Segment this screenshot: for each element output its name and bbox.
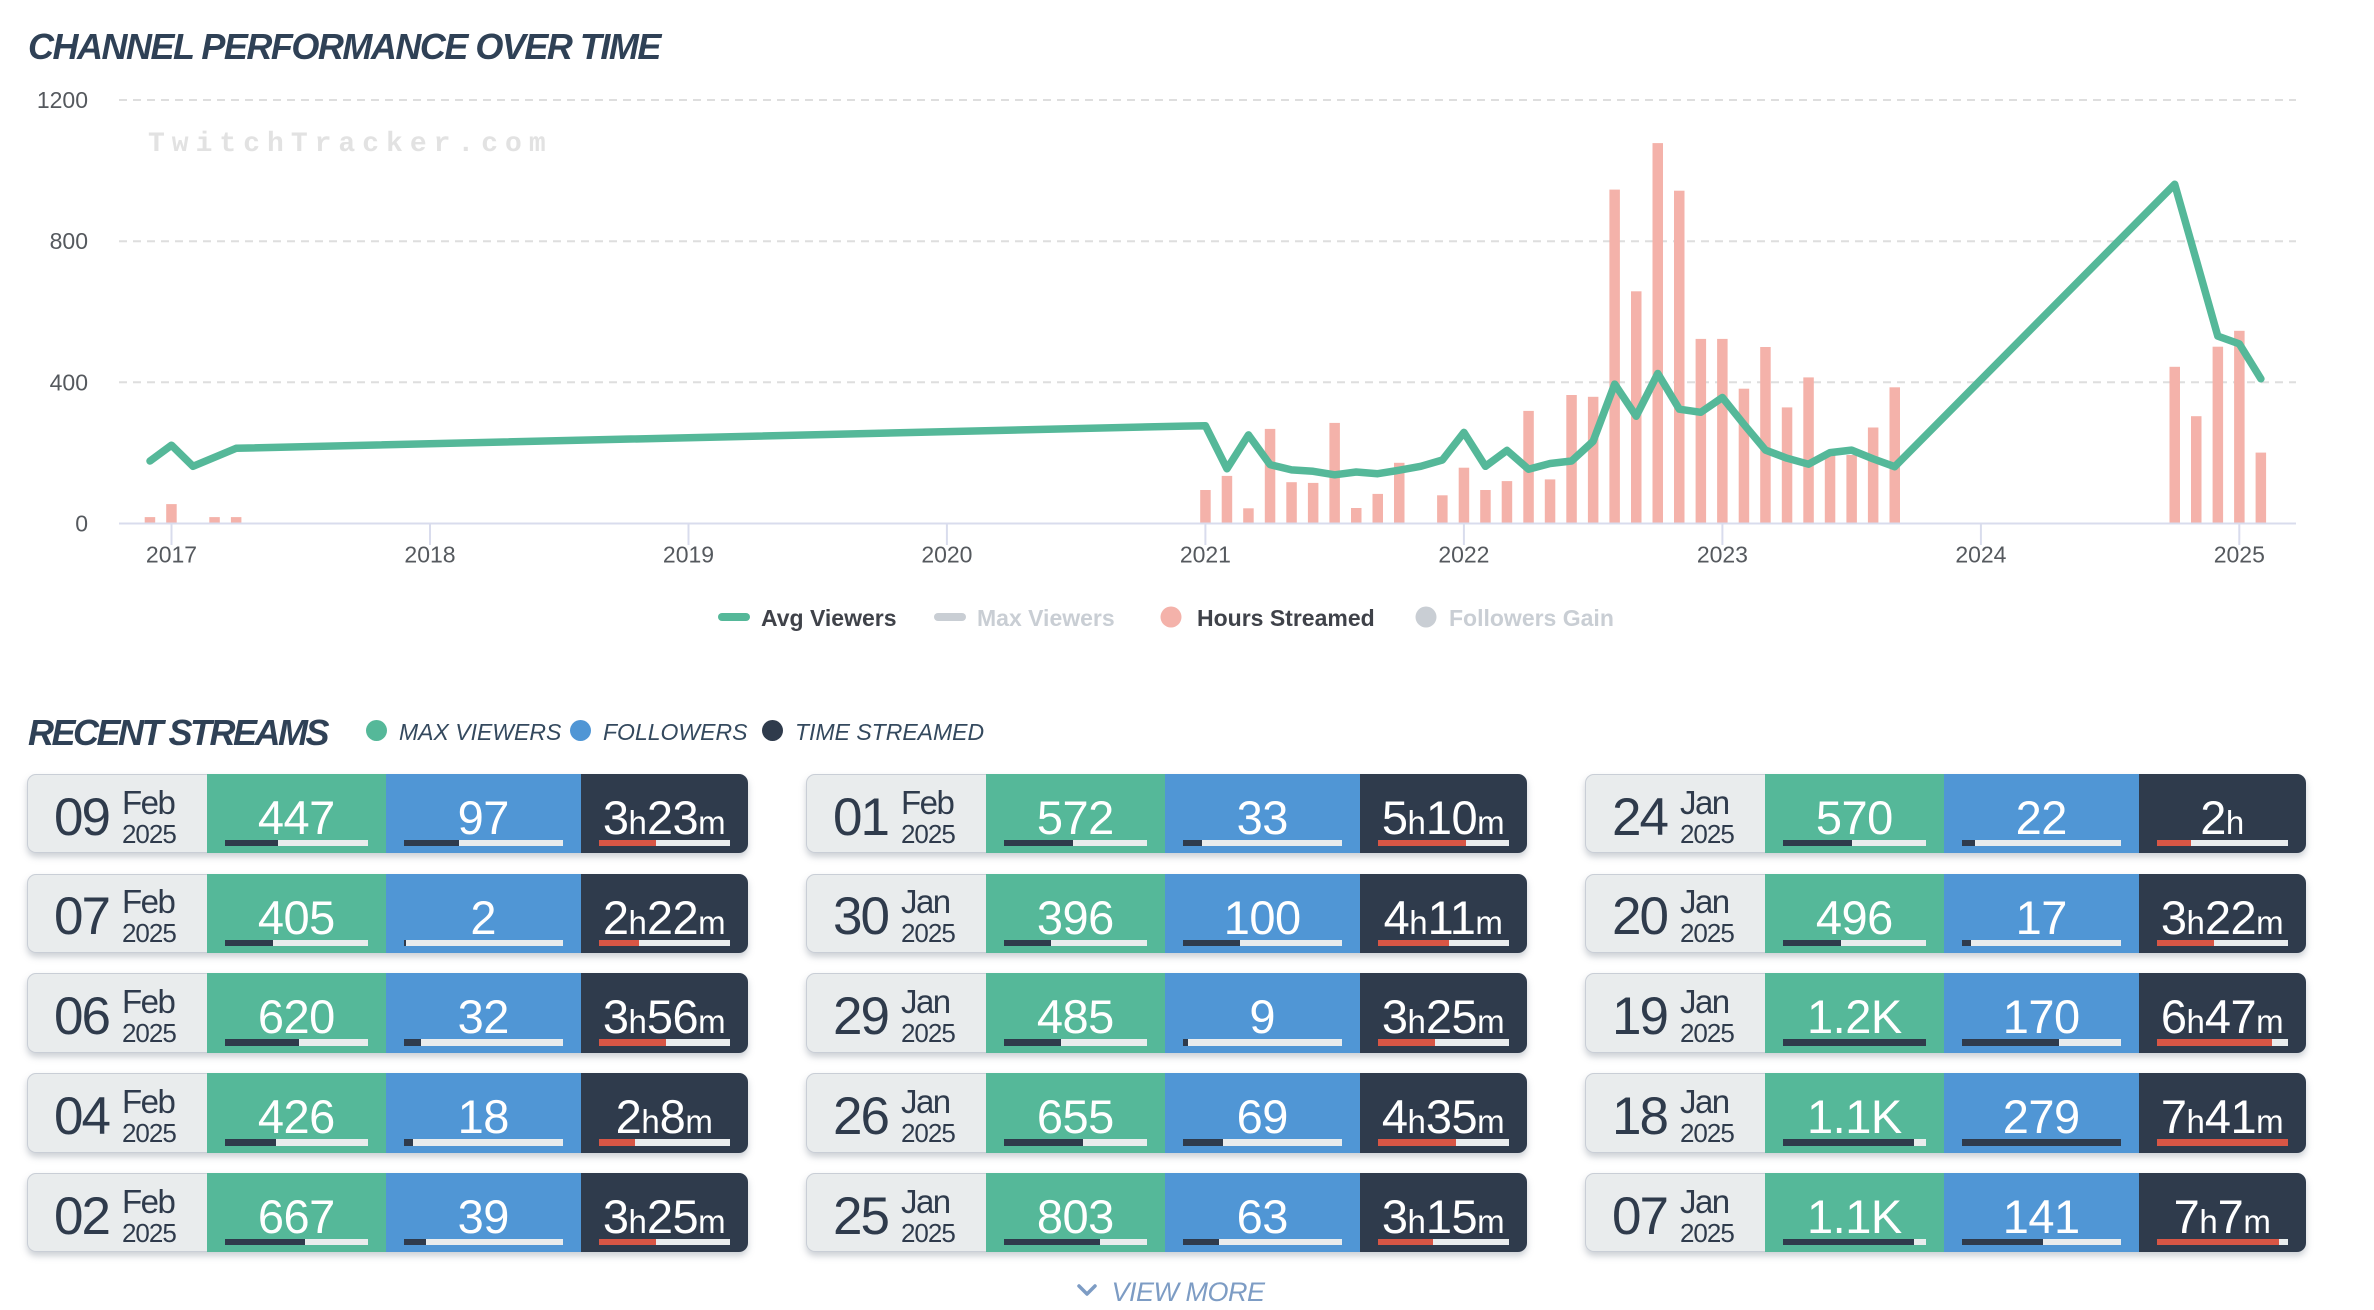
svg-text:Max Viewers: Max Viewers <box>977 605 1115 631</box>
svg-text:800: 800 <box>50 228 88 254</box>
svg-text:Avg Viewers: Avg Viewers <box>761 605 897 631</box>
svg-text:2022: 2022 <box>1438 542 1489 568</box>
svg-text:2021: 2021 <box>1180 542 1231 568</box>
svg-text:2024: 2024 <box>1955 542 2006 568</box>
svg-text:2023: 2023 <box>1697 542 1748 568</box>
svg-text:1200: 1200 <box>37 87 88 113</box>
svg-text:TwitchTracker.com: TwitchTracker.com <box>148 129 553 160</box>
svg-text:400: 400 <box>50 369 88 395</box>
svg-text:2017: 2017 <box>146 542 197 568</box>
svg-text:Followers Gain: Followers Gain <box>1449 605 1614 631</box>
svg-text:0: 0 <box>75 511 88 537</box>
svg-text:2019: 2019 <box>663 542 714 568</box>
svg-text:2025: 2025 <box>2214 542 2265 568</box>
svg-text:2018: 2018 <box>404 542 455 568</box>
svg-text:Hours Streamed: Hours Streamed <box>1197 605 1375 631</box>
svg-text:2020: 2020 <box>921 542 972 568</box>
